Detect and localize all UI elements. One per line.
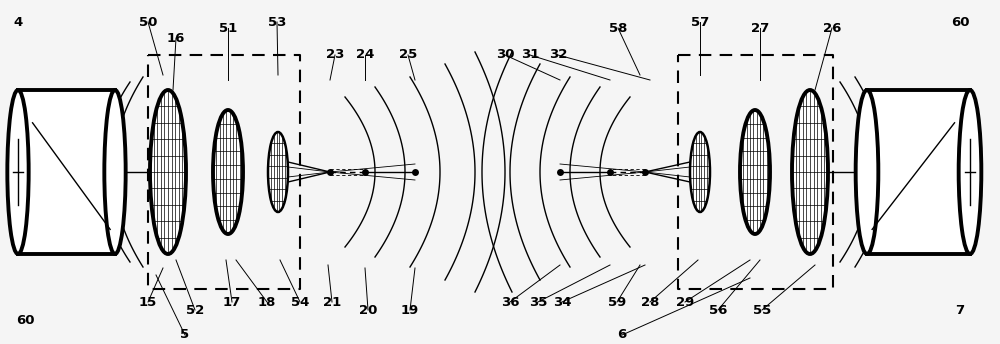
Text: 29: 29 — [676, 295, 694, 309]
Text: 31: 31 — [521, 49, 539, 62]
Text: 15: 15 — [139, 295, 157, 309]
Ellipse shape — [213, 110, 243, 234]
Ellipse shape — [856, 90, 878, 254]
Text: 58: 58 — [609, 21, 627, 34]
Text: 28: 28 — [641, 295, 659, 309]
Text: 17: 17 — [223, 295, 241, 309]
Ellipse shape — [268, 132, 288, 212]
Text: 5: 5 — [180, 329, 190, 342]
Text: 60: 60 — [951, 15, 969, 29]
Text: 53: 53 — [268, 15, 286, 29]
Ellipse shape — [740, 110, 770, 234]
Ellipse shape — [792, 90, 828, 254]
Text: 16: 16 — [167, 32, 185, 44]
Ellipse shape — [7, 90, 29, 254]
Text: 59: 59 — [608, 295, 626, 309]
Text: 25: 25 — [399, 49, 417, 62]
Text: 52: 52 — [186, 303, 204, 316]
Text: 32: 32 — [549, 49, 567, 62]
Ellipse shape — [104, 90, 126, 254]
Text: 34: 34 — [553, 295, 571, 309]
Text: 51: 51 — [219, 21, 237, 34]
Text: 7: 7 — [955, 303, 965, 316]
Text: 21: 21 — [323, 295, 341, 309]
Text: 60: 60 — [16, 313, 34, 326]
Ellipse shape — [690, 132, 710, 212]
Text: 30: 30 — [496, 49, 514, 62]
Text: 57: 57 — [691, 15, 709, 29]
Bar — [867, 90, 970, 254]
Text: 35: 35 — [529, 295, 547, 309]
Text: 36: 36 — [501, 295, 519, 309]
Text: 56: 56 — [709, 303, 727, 316]
Text: 18: 18 — [258, 295, 276, 309]
Text: 20: 20 — [359, 303, 377, 316]
Text: 50: 50 — [139, 15, 157, 29]
Text: 19: 19 — [401, 303, 419, 316]
Ellipse shape — [150, 90, 186, 254]
Bar — [18, 90, 115, 254]
Text: 54: 54 — [291, 295, 309, 309]
Text: 6: 6 — [617, 329, 627, 342]
Text: 27: 27 — [751, 21, 769, 34]
Text: 4: 4 — [13, 15, 23, 29]
Ellipse shape — [959, 90, 981, 254]
Text: 26: 26 — [823, 21, 841, 34]
Text: 24: 24 — [356, 49, 374, 62]
Text: 23: 23 — [326, 49, 344, 62]
Text: 55: 55 — [753, 303, 771, 316]
